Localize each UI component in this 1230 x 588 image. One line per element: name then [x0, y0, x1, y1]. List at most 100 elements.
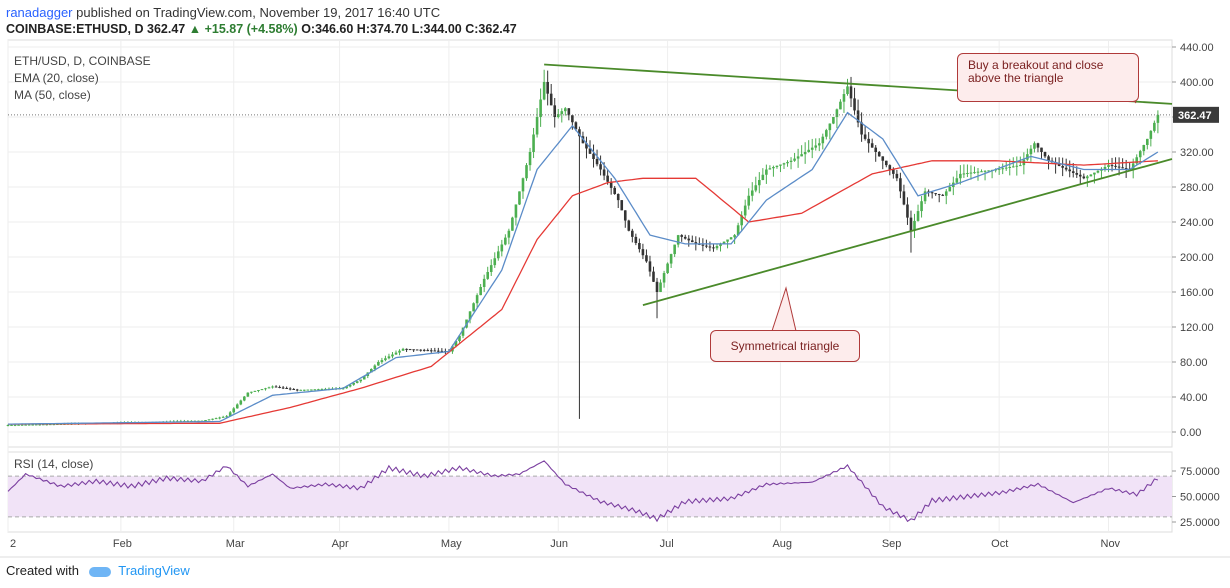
- candle-body: [602, 169, 606, 176]
- candle-body: [909, 217, 913, 231]
- candle-body: [740, 215, 743, 226]
- y-tick-label: 400.00: [1180, 77, 1214, 89]
- candle-body: [482, 278, 486, 287]
- triangle-callout-pointer: [771, 286, 797, 332]
- x-tick-label: Oct: [991, 538, 1008, 550]
- candle-body: [320, 389, 324, 391]
- candle-body: [250, 391, 253, 393]
- y-tick-label: 440.00: [1180, 42, 1214, 54]
- author-link[interactable]: ranadagger: [6, 5, 73, 20]
- candle-body: [564, 108, 567, 112]
- candle-body: [789, 160, 793, 162]
- candle-body: [1011, 166, 1015, 168]
- candle-body: [525, 165, 528, 179]
- candle-body: [948, 187, 952, 192]
- candle-body: [705, 245, 708, 247]
- candle-body: [687, 238, 691, 241]
- candle-body: [966, 173, 969, 174]
- x-tick-label: Feb: [113, 538, 132, 550]
- candle-body: [352, 383, 355, 385]
- candle-body: [768, 168, 772, 170]
- candle-body: [997, 168, 1001, 170]
- tradingview-brand-link[interactable]: TradingView: [118, 563, 190, 578]
- candle-body: [659, 282, 662, 292]
- candle-body: [362, 376, 366, 380]
- candle-body: [52, 424, 56, 426]
- candle-body: [475, 295, 479, 304]
- candle-body: [987, 170, 990, 172]
- candle-body: [1033, 143, 1036, 149]
- candle-body: [694, 242, 698, 244]
- candle-body: [627, 220, 631, 231]
- chart-axes: 440.00400.00360.00320.00280.00240.00200.…: [10, 42, 1219, 550]
- trendline-lower: [642, 158, 1173, 306]
- candle-body: [874, 147, 878, 152]
- candle-body: [546, 82, 549, 94]
- candle-body: [401, 348, 405, 351]
- candle-body: [225, 416, 228, 418]
- candle-body: [514, 204, 518, 218]
- candle-body: [380, 360, 384, 362]
- candle-body: [1156, 114, 1160, 123]
- candle-body: [507, 230, 511, 238]
- candle-body: [1068, 169, 1072, 172]
- candle-body: [211, 418, 214, 420]
- y-tick-label: 200.00: [1180, 252, 1214, 264]
- rsi-line: [7, 460, 1159, 523]
- candle-body: [500, 244, 504, 252]
- candle-body: [1078, 174, 1082, 177]
- candle-body: [613, 187, 616, 194]
- candle-body: [899, 178, 902, 192]
- candle-body: [257, 390, 260, 391]
- candle-body: [1114, 165, 1117, 167]
- candle-body: [228, 412, 232, 417]
- candle-body: [856, 110, 860, 123]
- candle-body: [10, 424, 13, 426]
- legend-rsi: RSI (14, close): [14, 457, 94, 471]
- candle-body: [243, 396, 246, 401]
- candle-body: [511, 217, 514, 231]
- candle-body: [733, 235, 736, 238]
- triangle-text: Symmetrical triangle: [730, 339, 840, 353]
- candle-body: [913, 220, 916, 231]
- candle-body: [810, 147, 814, 150]
- candle-body: [719, 243, 722, 247]
- candle-body: [278, 387, 281, 388]
- x-tick-label: Apr: [332, 538, 349, 550]
- last-price: 362.47: [147, 22, 186, 36]
- candle-body: [1001, 168, 1004, 170]
- candle-body: [1093, 172, 1096, 175]
- candle-body: [295, 389, 299, 391]
- breakout-text-1: Buy a breakout and close: [968, 58, 1104, 72]
- candle-body: [736, 225, 740, 236]
- candle-body: [574, 122, 578, 130]
- candle-body: [1146, 138, 1149, 145]
- candle-body: [306, 389, 310, 391]
- candle-body: [458, 335, 461, 341]
- candle-body: [923, 191, 927, 202]
- candle-body: [807, 149, 810, 152]
- candle-body: [609, 181, 613, 188]
- candle-body: [260, 389, 264, 391]
- y-tick-label: 160.00: [1180, 287, 1214, 299]
- candle-body: [652, 271, 655, 282]
- candle-body: [881, 156, 885, 161]
- candle-body: [1040, 147, 1043, 152]
- y-tick-label: 0.00: [1180, 427, 1201, 439]
- candle-body: [253, 390, 257, 392]
- candle-body: [666, 263, 669, 274]
- created-with-text: Created with: [6, 563, 79, 578]
- candle-body: [454, 341, 458, 347]
- indicator-lines: [8, 111, 1159, 425]
- candle-body: [980, 171, 983, 173]
- candle-body: [419, 349, 422, 351]
- candle-body: [556, 114, 560, 117]
- candle-body: [906, 204, 909, 218]
- candle-body: [779, 164, 782, 166]
- candle-body: [518, 191, 521, 205]
- candle-body: [585, 143, 588, 149]
- candle-body: [6, 425, 10, 426]
- candle-body: [641, 249, 645, 256]
- candle-body: [1043, 152, 1047, 157]
